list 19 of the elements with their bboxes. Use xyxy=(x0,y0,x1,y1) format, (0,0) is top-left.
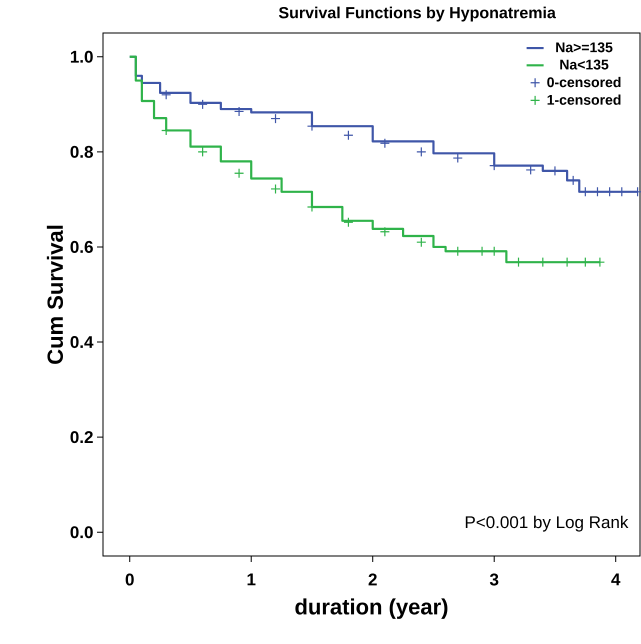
x-tick-label: 1 xyxy=(248,574,256,586)
y-tick-label: 0.8 xyxy=(70,146,93,158)
y-tick-label: 0.4 xyxy=(70,336,94,348)
x-tick-label: 0 xyxy=(126,574,134,586)
y-tick-label: 1.0 xyxy=(70,50,93,63)
legend-label: Na>=135 xyxy=(556,42,612,52)
x-tick-label: 4 xyxy=(611,574,620,586)
chart-title: Survival Functions by Hyponatremia xyxy=(278,6,556,22)
y-tick-label: 0.2 xyxy=(70,431,93,444)
x-tick-label: 2 xyxy=(368,574,377,586)
x-tick-label: 3 xyxy=(490,574,498,586)
y-axis-title: Cum Survival xyxy=(46,226,64,364)
x-axis-title: duration (year) xyxy=(295,598,448,619)
annotation: P<0.001 by Log Rank xyxy=(466,516,628,532)
legend-label: Na<135 xyxy=(560,60,608,70)
legend-label: 0-censored xyxy=(547,76,620,88)
y-tick-label: 0.6 xyxy=(70,240,93,253)
y-tick-label: 0.0 xyxy=(70,526,93,538)
legend-label: 1-censored xyxy=(548,94,620,105)
